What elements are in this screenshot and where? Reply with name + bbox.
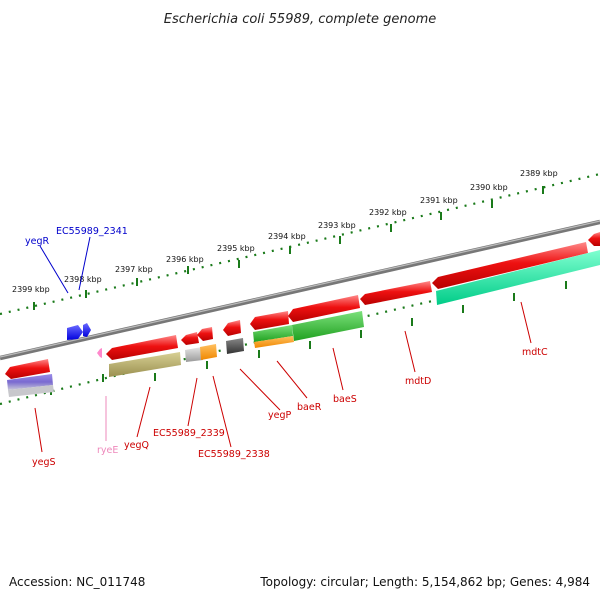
- kbp-label: 2390 kbp: [470, 183, 508, 192]
- kbp-label: 2394 kbp: [268, 232, 306, 241]
- leader-yegR: [39, 245, 69, 294]
- reverse-strand-cds: [5, 232, 600, 379]
- gene-labels: yegR EC55989_2341 yegS ryeE yegQ EC55989…: [25, 226, 548, 468]
- gene-label-yegS[interactable]: yegS: [32, 457, 56, 468]
- leader-mdtC: [520, 301, 532, 344]
- map-title: Escherichia coli 55989, complete genome: [164, 12, 436, 27]
- category-bands: [7, 250, 600, 397]
- gene-label-baeR[interactable]: baeR: [297, 402, 322, 413]
- gene-label-ryeE[interactable]: ryeE: [97, 445, 118, 456]
- accession-label: Accession: NC_011748: [9, 575, 145, 589]
- leader-EC55989_2338: [212, 375, 232, 448]
- cds-mdtD[interactable]: [360, 281, 432, 305]
- band-yegS: [7, 374, 53, 390]
- leader-baeR: [276, 360, 308, 399]
- cds-baeR[interactable]: [250, 311, 289, 330]
- gene-label-yegR[interactable]: yegR: [25, 236, 49, 247]
- kbp-label: 2395 kbp: [217, 244, 255, 253]
- band-yegS-low: [8, 385, 54, 397]
- leader-yegS: [34, 407, 43, 453]
- genome-backbone: [0, 219, 600, 361]
- band-yegQ: [109, 352, 181, 377]
- genome-summary: Topology: circular; Length: 5,154,862 bp…: [259, 575, 590, 589]
- gene-label-mdtC[interactable]: mdtC: [522, 347, 548, 358]
- gene-label-EC55989_2338[interactable]: EC55989_2338: [198, 449, 270, 460]
- band-mdtC: [436, 250, 600, 305]
- band-baeS: [292, 311, 364, 341]
- kbp-labels: 2399 kbp 2398 kbp 2397 kbp 2396 kbp 2395…: [12, 169, 558, 294]
- leader-mdtD: [404, 330, 416, 373]
- band-EC55989_2339-b: [200, 344, 217, 360]
- leader-baeS: [332, 347, 344, 391]
- forward-strand-features: [67, 323, 102, 358]
- label-leaders: [34, 236, 532, 453]
- cds-yegS[interactable]: [5, 359, 50, 379]
- leader-yegQ: [136, 386, 151, 438]
- cds-yegP[interactable]: [223, 320, 241, 336]
- genome-backbone-highlight: [0, 220, 600, 358]
- gene-label-baeS[interactable]: baeS: [333, 394, 357, 405]
- gene-label-yegQ[interactable]: yegQ: [124, 440, 149, 451]
- gene-label-EC55989_2339[interactable]: EC55989_2339: [153, 428, 225, 439]
- cds-next[interactable]: [588, 232, 600, 246]
- band-yegP: [226, 338, 244, 354]
- band-baeR-orange: [254, 336, 294, 348]
- leader-EC55989_2339: [187, 377, 198, 427]
- kbp-label: 2397 kbp: [115, 265, 153, 274]
- kbp-label: 2389 kbp: [520, 169, 558, 178]
- kbp-label: 2399 kbp: [12, 285, 50, 294]
- leader-yegP: [239, 368, 281, 411]
- cds-yegQ[interactable]: [106, 335, 178, 360]
- cds-baeS[interactable]: [288, 295, 360, 322]
- kbp-label: 2396 kbp: [166, 255, 204, 264]
- kbp-label: 2392 kbp: [369, 208, 407, 217]
- cds-EC55989_2338[interactable]: [197, 327, 213, 341]
- gene-label-mdtD[interactable]: mdtD: [405, 376, 431, 387]
- gene-label-yegP[interactable]: yegP: [268, 410, 291, 421]
- feature-yegR[interactable]: [67, 325, 83, 340]
- cds-EC55989_2339[interactable]: [181, 332, 199, 345]
- band-EC55989_2339: [185, 347, 203, 362]
- leader-EC55989_2341: [78, 236, 91, 291]
- kbp-label: 2393 kbp: [318, 221, 356, 230]
- feature-EC55989_2341[interactable]: [83, 323, 91, 337]
- kbp-label: 2391 kbp: [420, 196, 458, 205]
- band-baeR-green: [253, 325, 293, 342]
- cds-mdtC[interactable]: [432, 242, 588, 289]
- outer-major-ticks: [33, 186, 544, 310]
- gene-label-EC55989_2341[interactable]: EC55989_2341: [56, 226, 128, 237]
- kbp-label: 2398 kbp: [64, 275, 102, 284]
- feature-ryeE[interactable]: [97, 348, 102, 358]
